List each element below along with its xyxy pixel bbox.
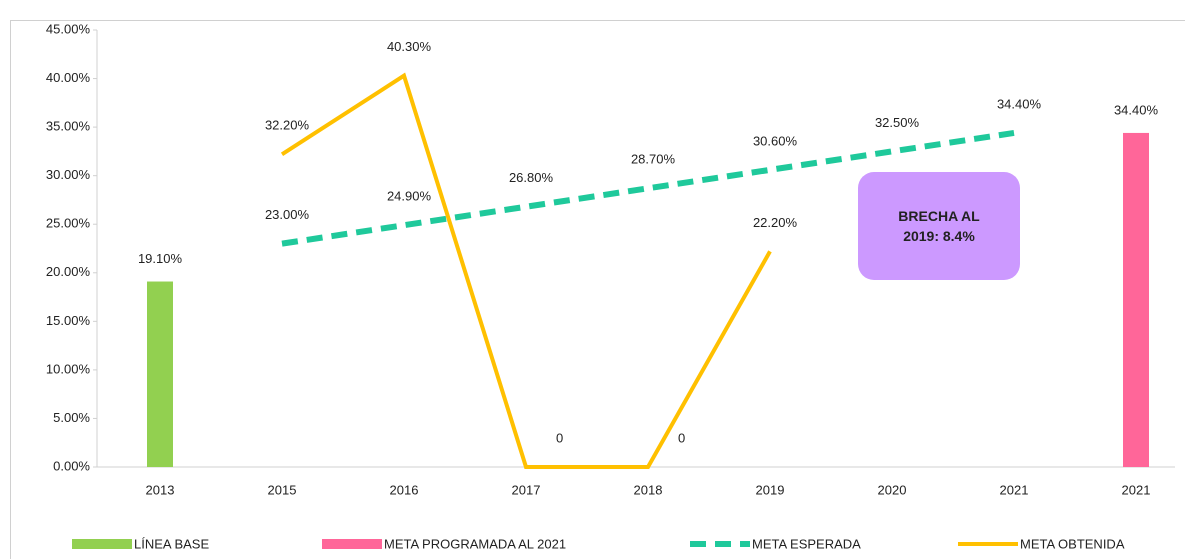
y-tick-label: 25.00% <box>46 216 91 231</box>
x-tick-label: 2021 <box>1000 482 1029 497</box>
x-tick-label: 2020 <box>878 482 907 497</box>
data-label: 32.20% <box>265 118 310 133</box>
legend-label: META ESPERADA <box>752 536 861 551</box>
data-label: 28.70% <box>631 152 676 167</box>
y-tick-label: 10.00% <box>46 361 91 376</box>
data-label: 24.90% <box>387 189 432 204</box>
x-tick-label: 2019 <box>756 482 785 497</box>
legend-swatch <box>72 539 132 549</box>
data-label: 32.50% <box>875 115 920 130</box>
x-tick-label: 2018 <box>634 482 663 497</box>
data-label: 23.00% <box>265 207 310 222</box>
data-label: 0 <box>678 430 685 445</box>
data-label: 0 <box>556 430 563 445</box>
data-label: 26.80% <box>509 170 554 185</box>
x-tick-label: 2016 <box>390 482 419 497</box>
data-label: 30.60% <box>753 133 798 148</box>
y-tick-label: 15.00% <box>46 313 91 328</box>
x-tick-label: 2015 <box>268 482 297 497</box>
y-tick-label: 30.00% <box>46 167 91 182</box>
x-tick-label: 2017 <box>512 482 541 497</box>
data-label: 34.40% <box>1114 102 1159 117</box>
data-label: 19.10% <box>138 251 183 266</box>
y-tick-label: 40.00% <box>46 70 91 85</box>
data-label: 40.30% <box>387 39 432 54</box>
y-tick-label: 5.00% <box>53 410 90 425</box>
y-tick-label: 35.00% <box>46 119 91 134</box>
legend-swatch <box>322 539 382 549</box>
data-label: 34.40% <box>997 96 1042 111</box>
y-tick-label: 0.00% <box>53 458 90 473</box>
chart-border <box>10 20 1185 559</box>
bar <box>1123 132 1149 467</box>
annotation: BRECHA AL 2019: 8.4% <box>858 172 1020 280</box>
y-tick-label: 20.00% <box>46 264 91 279</box>
x-tick-label: 2013 <box>146 482 175 497</box>
legend-label: LÍNEA BASE <box>134 536 209 551</box>
y-tick-label: 45.00% <box>46 21 91 36</box>
legend-label: META PROGRAMADA AL 2021 <box>384 536 566 551</box>
legend-label: META OBTENIDA <box>1020 536 1125 551</box>
bar <box>147 281 173 467</box>
data-label: 22.20% <box>753 215 798 230</box>
line <box>280 72 772 469</box>
x-tick-label: 2021 <box>1122 482 1151 497</box>
